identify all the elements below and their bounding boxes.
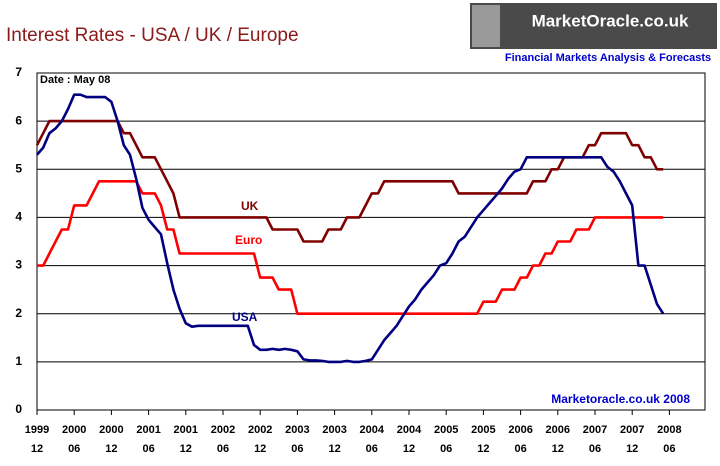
x-tick-year: 2003 <box>322 424 346 436</box>
x-tick-year: 2003 <box>285 424 309 436</box>
logo-icon <box>472 5 500 47</box>
annotation-usa: USA <box>232 310 258 324</box>
plot-border <box>36 72 706 411</box>
x-tick-month: 06 <box>68 443 80 455</box>
x-tick-year: 2001 <box>136 424 160 436</box>
x-tick-month: 12 <box>180 443 192 455</box>
x-tick-month: 12 <box>626 443 638 455</box>
x-tick-year: 2008 <box>657 424 681 436</box>
x-tick-year: 2004 <box>360 424 385 436</box>
y-tick-label: 4 <box>15 210 22 224</box>
y-tick-label: 5 <box>15 161 22 175</box>
y-tick-label: 7 <box>15 65 22 79</box>
y-tick-label: 3 <box>15 258 22 272</box>
x-tick-year: 2000 <box>99 424 123 436</box>
logo-tagline: Financial Markets Analysis & Forecasts <box>505 52 711 64</box>
x-tick-year: 2006 <box>508 424 532 436</box>
x-tick-month: 12 <box>477 443 489 455</box>
annotation-uk: UK <box>241 199 259 213</box>
x-tick-year: 2007 <box>583 424 607 436</box>
x-tick-month: 06 <box>440 443 452 455</box>
x-tick-year: 2005 <box>434 424 458 436</box>
x-tick-month: 06 <box>217 443 229 455</box>
logo-name: MarketOracle.co.uk <box>532 11 689 30</box>
x-tick-month: 06 <box>142 443 154 455</box>
x-tick-month: 12 <box>105 443 117 455</box>
y-tick-label: 2 <box>15 306 22 320</box>
series-line <box>36 93 665 364</box>
x-tick-month: 12 <box>552 443 564 455</box>
x-tick-year: 2002 <box>248 424 272 436</box>
x-tick-month: 06 <box>291 443 303 455</box>
x-tick-month: 12 <box>328 443 340 455</box>
annotation-euro: Euro <box>235 233 262 247</box>
annotation-credit: Marketoracle.co.uk 2008 <box>551 392 690 406</box>
logo-box <box>470 3 717 49</box>
x-tick-year: 2007 <box>620 424 644 436</box>
x-tick-year: 1999 <box>25 424 49 436</box>
x-tick-month: 06 <box>663 443 675 455</box>
x-tick-year: 2001 <box>174 424 198 436</box>
tagline-box <box>498 50 717 66</box>
x-tick-month: 06 <box>514 443 526 455</box>
x-tick-month: 12 <box>254 443 266 455</box>
y-tick-label: 6 <box>15 113 22 127</box>
x-tick-year: 2006 <box>546 424 570 436</box>
x-tick-month: 12 <box>403 443 415 455</box>
series-line <box>37 180 664 315</box>
chart-title: Interest Rates - USA / UK / Europe <box>6 25 299 46</box>
x-tick-year: 2002 <box>211 424 235 436</box>
x-tick-month: 06 <box>589 443 601 455</box>
x-tick-year: 2004 <box>397 424 422 436</box>
y-tick-label: 0 <box>15 402 22 416</box>
annotation-date: Date : May 08 <box>40 74 110 86</box>
x-tick-month: 12 <box>31 443 43 455</box>
series-line <box>35 119 664 243</box>
x-tick-month: 06 <box>366 443 378 455</box>
x-tick-year: 2000 <box>62 424 86 436</box>
x-tick-year: 2005 <box>471 424 495 436</box>
y-tick-label: 1 <box>15 354 22 368</box>
